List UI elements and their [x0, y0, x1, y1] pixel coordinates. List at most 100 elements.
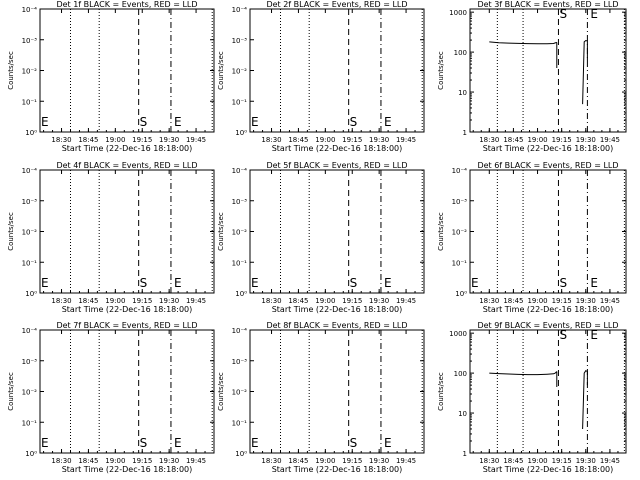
x-tick-label: 19:45	[600, 136, 620, 144]
y-tick-label: 10⁰	[25, 129, 37, 137]
x-tick-label: 18:45	[503, 457, 523, 465]
x-axis-label: Start Time (22-Dec-16 18:18:00)	[62, 465, 193, 474]
x-tick-label: 18:45	[503, 136, 523, 144]
start-marker: S	[140, 115, 148, 129]
series-line-3	[582, 370, 588, 430]
y-tick-label: 10⁻³	[22, 358, 38, 366]
x-tick-label: 18:30	[261, 136, 281, 144]
end-marker: E	[174, 115, 182, 129]
y-axis-label: Counts/sec	[437, 212, 445, 251]
x-tick-label: 19:15	[342, 457, 362, 465]
y-tick-label: 10⁻⁴	[232, 327, 248, 335]
y-axis-label: Counts/sec	[7, 372, 15, 411]
y-tick-label: 1	[463, 129, 467, 137]
y-tick-label: 10⁻²	[452, 229, 468, 237]
plot-frame	[469, 8, 627, 133]
x-tick-label: 19:15	[132, 297, 152, 305]
panel-6: Det 6f BLACK = Events, RED = LLD 10⁰ 10⁻¹ 1…	[437, 161, 627, 314]
panel-2: Det 2f BLACK = Events, RED = LLD 10⁰ 10⁻¹ 1…	[217, 0, 425, 153]
x-tick-label: 19:30	[159, 457, 179, 465]
x-tick-label: 19:30	[159, 136, 179, 144]
left-end-marker: E	[251, 276, 259, 290]
x-tick-label: 18:45	[288, 297, 308, 305]
y-tick-label: 10⁻¹	[22, 259, 38, 267]
start-marker: S	[559, 328, 567, 342]
start-marker: S	[350, 436, 358, 450]
end-marker: E	[174, 436, 182, 450]
panel-title: Det 3f BLACK = Events, RED = LLD	[477, 0, 618, 9]
panel-title: Det 1f BLACK = Events, RED = LLD	[56, 0, 197, 9]
x-tick-label: 19:00	[315, 457, 335, 465]
x-axis-label: Start Time (22-Dec-16 18:18:00)	[62, 305, 193, 314]
x-axis-label: Start Time (22-Dec-16 18:18:00)	[62, 144, 193, 153]
end-marker: E	[590, 276, 598, 290]
y-axis-label: Counts/sec	[437, 51, 445, 90]
x-tick-label: 19:45	[396, 136, 416, 144]
y-tick-label: 100	[454, 370, 467, 378]
y-tick-label: 10⁻³	[232, 358, 248, 366]
x-tick-label: 19:45	[396, 297, 416, 305]
y-tick-label: 10⁻¹	[22, 98, 38, 106]
panel-title: Det 8f BLACK = Events, RED = LLD	[266, 321, 407, 330]
start-marker: S	[140, 276, 148, 290]
x-tick-label: 19:30	[369, 457, 389, 465]
y-tick-label: 10	[458, 410, 467, 418]
x-tick-label: 18:30	[479, 136, 499, 144]
panel-7: Det 7f BLACK = Events, RED = LLD 10⁰ 10⁻¹ 1…	[7, 321, 215, 474]
panel-title: Det 2f BLACK = Events, RED = LLD	[266, 0, 407, 9]
x-tick-label: 19:00	[527, 136, 547, 144]
left-end-marker: E	[471, 276, 479, 290]
x-tick-label: 19:30	[159, 297, 179, 305]
x-tick-label: 19:30	[576, 297, 596, 305]
series-line-1	[489, 371, 558, 376]
y-tick-label: 10⁻³	[232, 37, 248, 45]
panel-8: Det 8f BLACK = Events, RED = LLD 10⁰ 10⁻¹ 1…	[217, 321, 425, 474]
x-tick-label: 19:45	[186, 297, 206, 305]
y-tick-label: 10⁰	[235, 129, 247, 137]
panel-3: Det 3f BLACK = Events, RED = LLD 1 10 100 10…	[437, 0, 627, 153]
y-tick-label: 10⁻²	[232, 68, 248, 76]
x-tick-label: 18:45	[503, 297, 523, 305]
left-end-marker: E	[41, 115, 49, 129]
x-tick-label: 19:30	[576, 136, 596, 144]
x-axis-label: Start Time (22-Dec-16 18:18:00)	[272, 465, 403, 474]
y-tick-label: 10⁻⁴	[452, 167, 468, 175]
panel-9: Det 9f BLACK = Events, RED = LLD 1 10 100 10…	[437, 321, 627, 474]
y-axis-label: Counts/sec	[7, 212, 15, 251]
x-tick-label: 19:45	[600, 297, 620, 305]
y-tick-label: 10⁻²	[22, 68, 38, 76]
y-tick-label: 100	[454, 49, 467, 57]
x-tick-label: 18:45	[78, 297, 98, 305]
y-tick-label: 10⁻²	[232, 389, 248, 397]
y-tick-label: 10⁰	[455, 290, 467, 298]
x-tick-label: 19:45	[600, 457, 620, 465]
x-axis-label: Start Time (22-Dec-16 18:18:00)	[483, 465, 614, 474]
x-tick-label: 19:15	[552, 457, 572, 465]
y-tick-label: 10⁻⁴	[22, 167, 38, 175]
panel-1: Det 1f BLACK = Events, RED = LLD 10⁰ 10⁻¹ 1…	[7, 0, 215, 153]
x-tick-label: 18:45	[78, 136, 98, 144]
y-tick-label: 10⁻¹	[232, 259, 248, 267]
y-tick-label: 10⁻¹	[452, 259, 468, 267]
y-tick-label: 1	[463, 450, 467, 458]
y-axis-label: Counts/sec	[217, 372, 225, 411]
y-tick-label: 10⁰	[235, 450, 247, 458]
series-line-1	[489, 41, 557, 45]
plot-frame	[39, 8, 215, 133]
x-tick-label: 19:15	[132, 457, 152, 465]
panel-4: Det 4f BLACK = Events, RED = LLD 10⁰ 10⁻¹ 1…	[7, 161, 215, 314]
x-tick-label: 19:45	[186, 136, 206, 144]
end-marker: E	[174, 276, 182, 290]
start-marker: S	[559, 7, 567, 21]
x-axis-label: Start Time (22-Dec-16 18:18:00)	[272, 144, 403, 153]
plot-frame	[249, 169, 425, 294]
x-axis-label: Start Time (22-Dec-16 18:18:00)	[272, 305, 403, 314]
panel-title: Det 6f BLACK = Events, RED = LLD	[477, 161, 618, 170]
y-tick-label: 10⁻¹	[22, 419, 38, 427]
plot-frame	[469, 329, 627, 454]
x-tick-label: 19:15	[342, 136, 362, 144]
y-tick-label: 10⁰	[235, 290, 247, 298]
x-tick-label: 19:45	[186, 457, 206, 465]
y-tick-label: 10⁻³	[22, 198, 38, 206]
x-tick-label: 18:45	[78, 457, 98, 465]
